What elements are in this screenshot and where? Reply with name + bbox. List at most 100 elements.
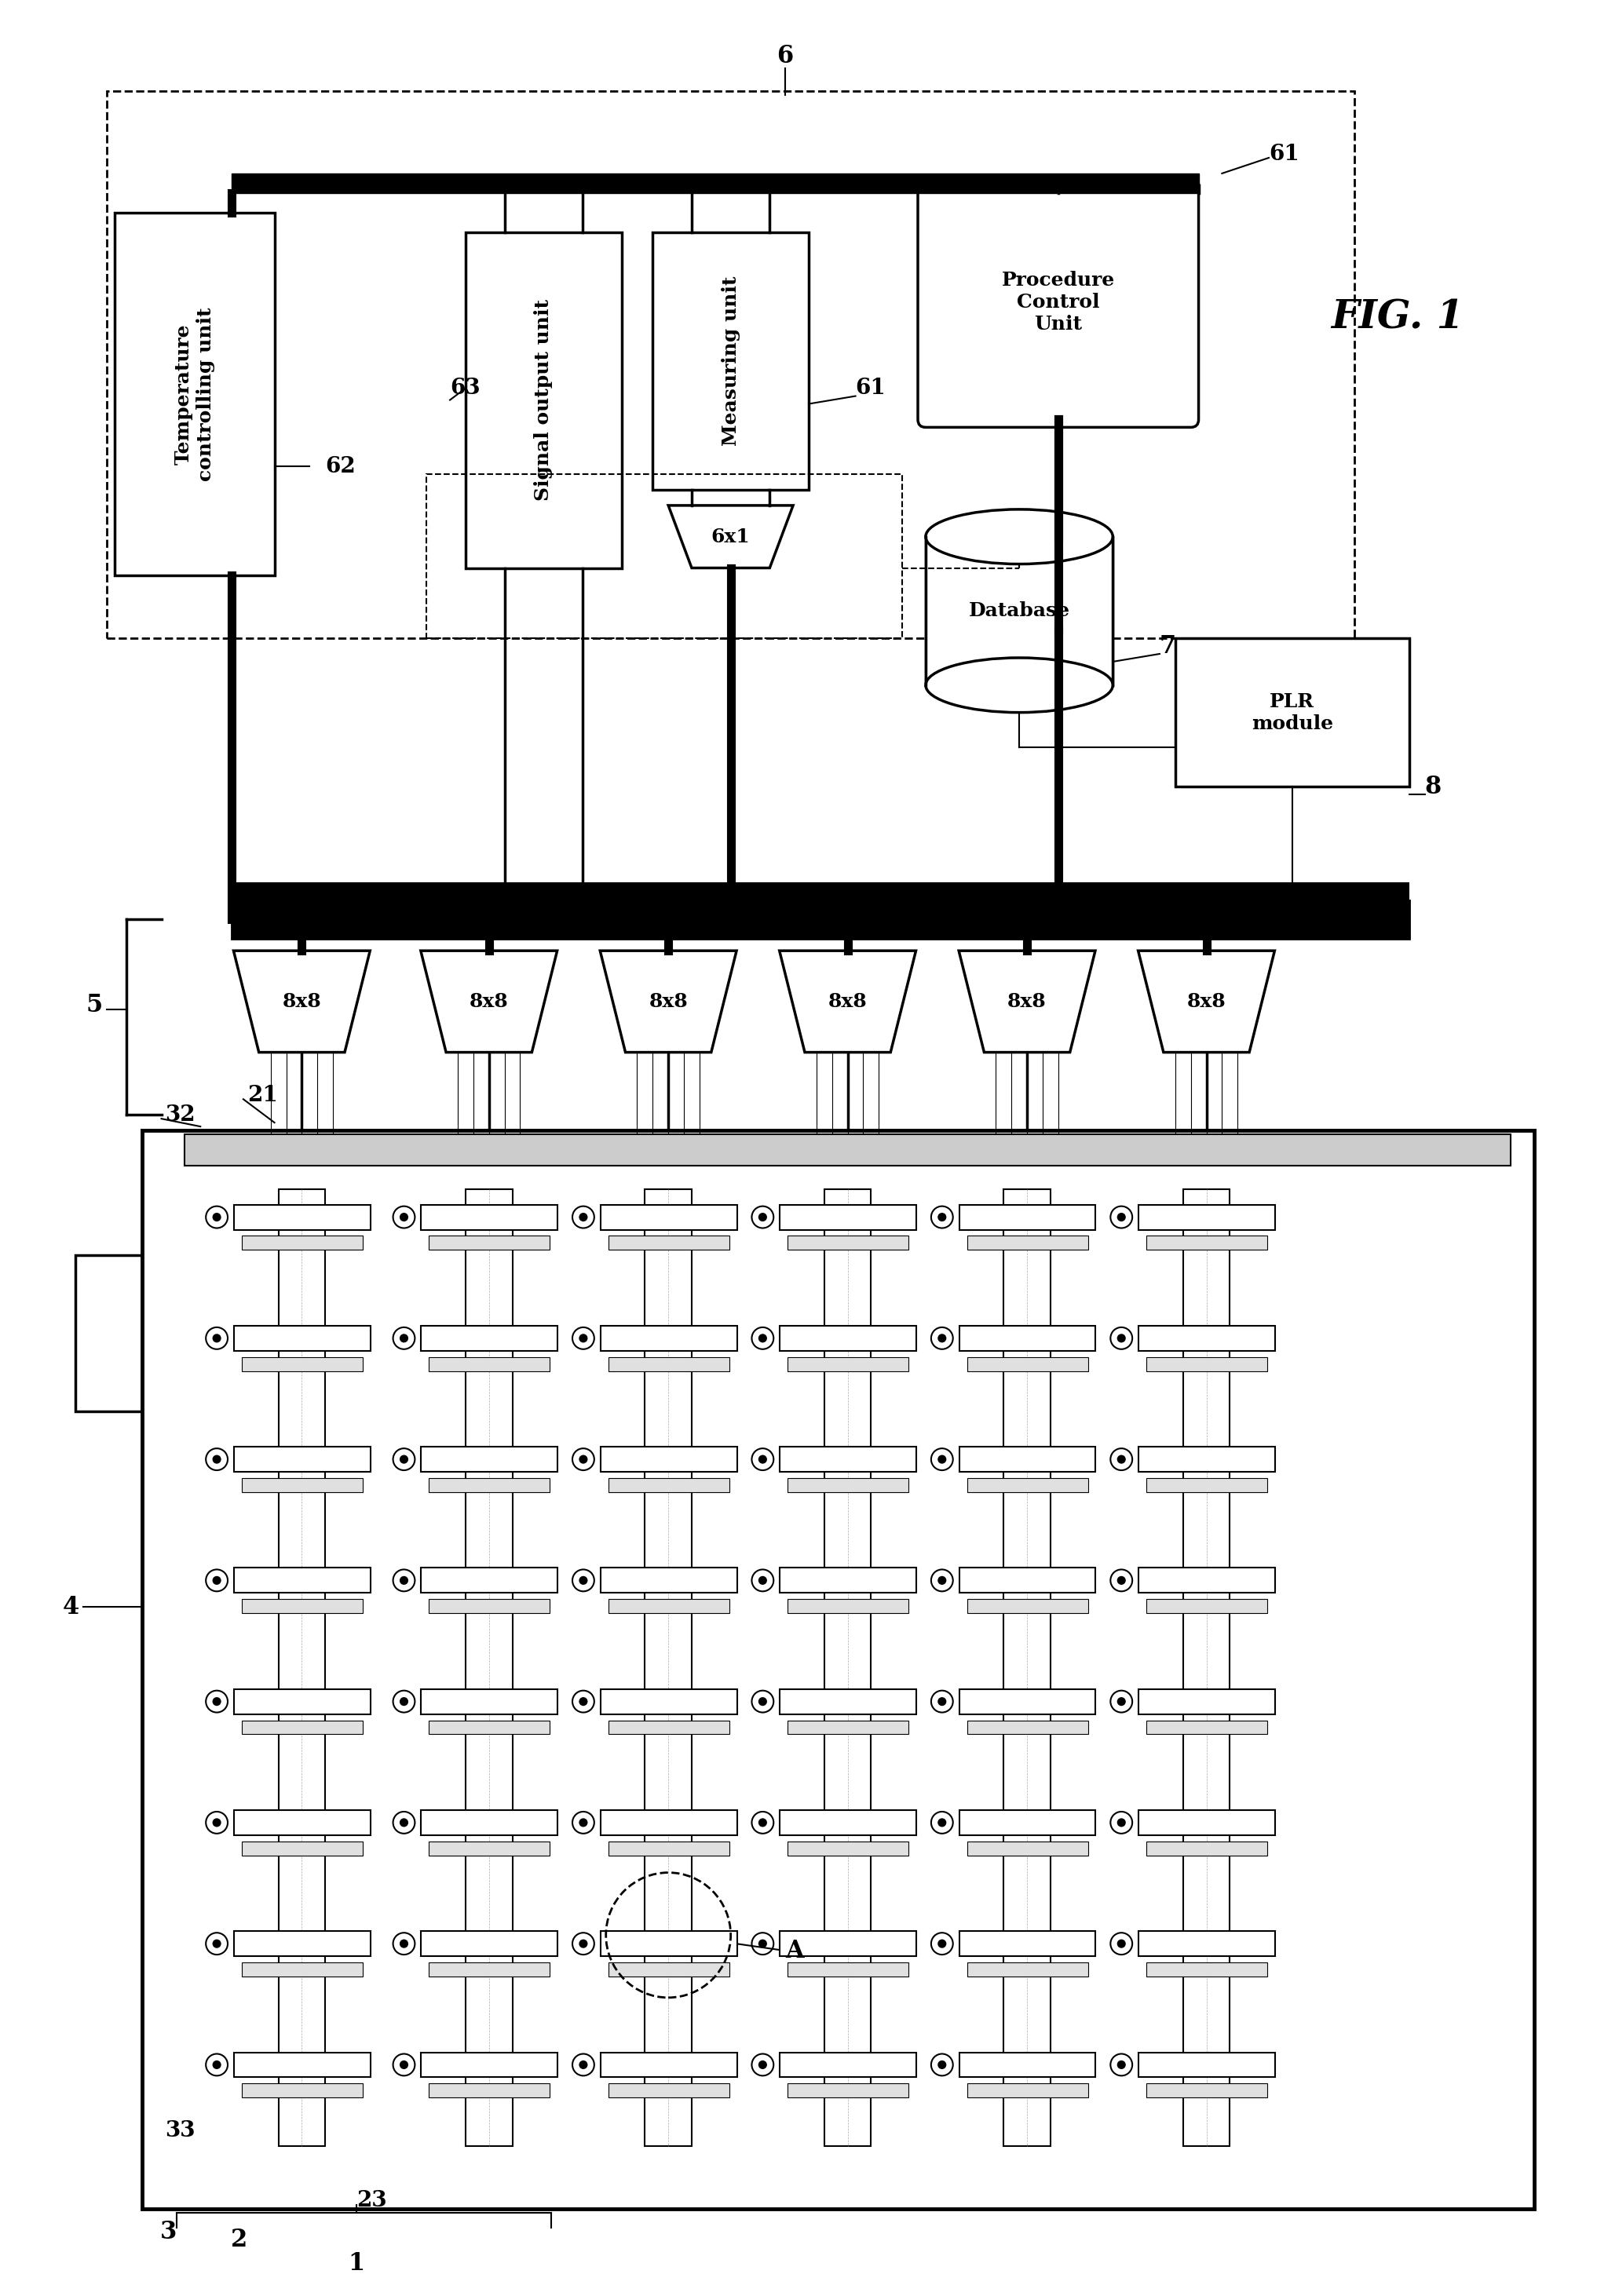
Circle shape [212,1334,222,1343]
Bar [429,1720,550,1733]
Bar [600,1809,736,1835]
Bar [1147,2082,1267,2099]
Bar [926,537,1113,684]
Bar [788,1357,909,1371]
Text: Database: Database [968,602,1069,620]
Bar [233,1690,370,1715]
Circle shape [399,1334,408,1343]
Bar [1138,1325,1275,1350]
Text: Measuring unit: Measuring unit [722,276,740,445]
Circle shape [937,1334,947,1343]
Polygon shape [780,951,917,1052]
Bar [780,1568,917,1593]
Bar [960,1325,1095,1350]
Bar [1138,2053,1275,2078]
Bar [241,2082,363,2099]
Circle shape [759,1818,767,1828]
Circle shape [937,1456,947,1463]
Circle shape [759,2060,767,2069]
Bar [966,1598,1089,1614]
Text: 23: 23 [357,2190,386,2211]
Text: 3: 3 [161,2220,177,2243]
Polygon shape [1138,951,1275,1052]
Circle shape [579,1940,587,1947]
Bar [600,2053,736,2078]
Text: 7: 7 [1159,634,1175,659]
Circle shape [759,1697,767,1706]
Bar [608,1357,728,1371]
Bar [966,1235,1089,1249]
FancyBboxPatch shape [918,177,1198,427]
Text: 62: 62 [325,457,355,478]
Circle shape [579,1456,587,1463]
Bar [421,1931,558,1956]
Bar [960,1205,1095,1231]
Polygon shape [600,951,736,1052]
Circle shape [1118,1334,1126,1343]
Bar [788,1235,909,1249]
Bar [429,1235,550,1249]
Bar [780,1931,917,1956]
Text: Procedure
Control
Unit: Procedure Control Unit [1002,271,1114,333]
Circle shape [937,1818,947,1828]
Text: 5: 5 [87,994,103,1017]
Circle shape [759,1212,767,1221]
Bar [608,1720,728,1733]
Circle shape [212,1212,222,1221]
Circle shape [579,1334,587,1343]
Circle shape [212,1940,222,1947]
Bar [106,92,1354,638]
Bar [825,1189,872,2147]
Polygon shape [958,951,1095,1052]
Bar [185,1134,1510,1166]
Circle shape [759,1334,767,1343]
Text: Signal output unit: Signal output unit [534,298,553,501]
Bar [960,2053,1095,2078]
Circle shape [212,1818,222,1828]
Bar [788,2082,909,2099]
Bar [1138,1931,1275,1956]
Bar [960,1446,1095,1472]
Circle shape [212,1575,222,1584]
Circle shape [579,1818,587,1828]
Text: 8x8: 8x8 [1008,992,1047,1010]
Bar [780,1446,917,1472]
Text: A: A [785,1938,804,1963]
Bar [421,1325,558,1350]
Circle shape [1118,1212,1126,1221]
Bar [233,1568,370,1593]
Circle shape [759,1575,767,1584]
Bar [429,1963,550,1977]
Text: 61: 61 [855,377,886,400]
Circle shape [937,1575,947,1584]
Bar [608,1479,728,1492]
Text: 8x8: 8x8 [1187,992,1225,1010]
Circle shape [399,1818,408,1828]
Bar [142,1130,1534,2209]
Bar [421,1690,558,1715]
Bar [241,1357,363,1371]
Bar [1147,1963,1267,1977]
Text: PLR
module: PLR module [1251,691,1333,732]
Bar [232,900,1409,939]
Bar [241,1841,363,1855]
Bar [780,2053,917,2078]
Bar [600,1325,736,1350]
Bar [278,1189,325,2147]
Bar [780,1325,917,1350]
Circle shape [399,2060,408,2069]
Bar [232,900,1409,939]
Bar [1003,1189,1050,2147]
Bar [429,1598,550,1614]
Bar [780,1205,917,1231]
Circle shape [937,1940,947,1947]
Bar [1175,638,1409,788]
Bar [653,232,809,489]
Polygon shape [421,951,558,1052]
Circle shape [759,1940,767,1947]
Bar [788,1963,909,1977]
Bar [421,1205,558,1231]
Circle shape [1118,2060,1126,2069]
Text: 4: 4 [63,1596,79,1619]
Circle shape [759,1456,767,1463]
